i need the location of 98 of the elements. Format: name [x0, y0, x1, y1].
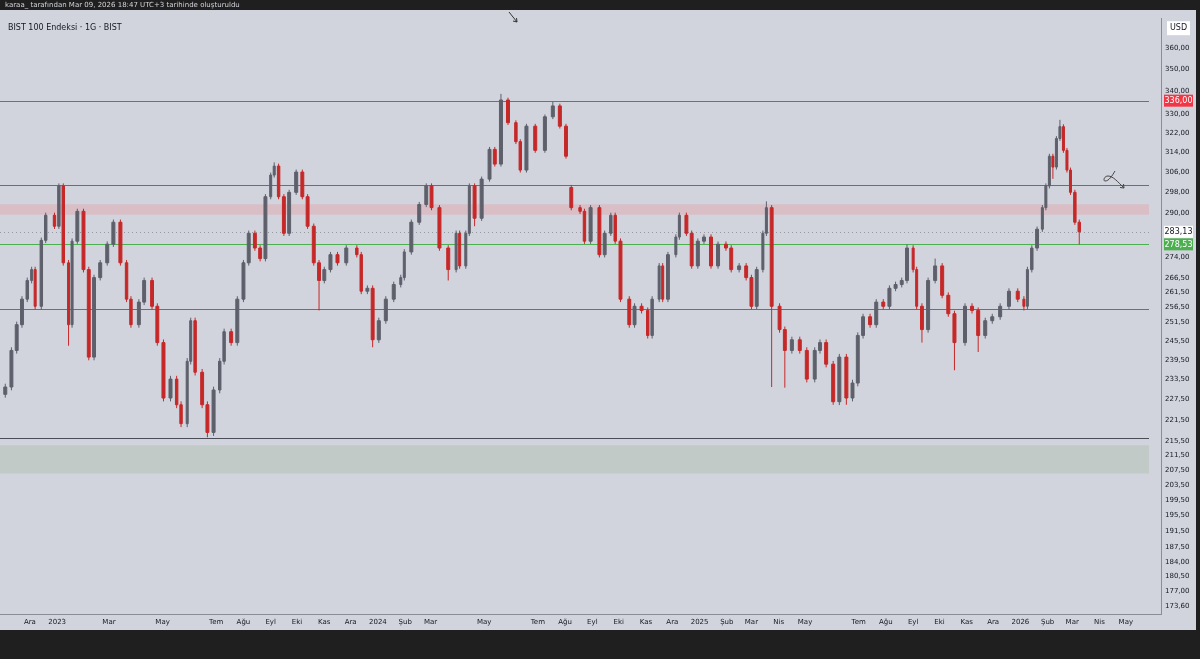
candlestick [920, 302, 924, 344]
candlestick [569, 184, 574, 211]
candlestick [769, 204, 774, 388]
candlestick [472, 182, 477, 227]
candlestick [193, 317, 197, 376]
candlestick [294, 169, 299, 196]
candlestick [881, 298, 886, 310]
candlestick [498, 93, 503, 168]
candlestick [657, 262, 661, 303]
candlestick [990, 313, 995, 325]
candlestick [588, 204, 593, 245]
candlestick [550, 101, 555, 120]
candlestick [789, 336, 794, 355]
ref-line-label: 283,13 [1164, 227, 1193, 237]
candlestick [868, 313, 873, 329]
candlestick [1022, 295, 1026, 311]
candlestick [666, 251, 670, 303]
candlestick [998, 302, 1003, 321]
text: BIST 100 Endeksi · 1G · BIST [8, 23, 122, 33]
candlestick [305, 193, 310, 230]
candlestick [695, 237, 700, 270]
candlestick [454, 230, 458, 273]
candlestick [235, 295, 240, 347]
candlestick [952, 310, 957, 371]
candlestick [98, 259, 103, 281]
ref-line-label: 336,00 [1164, 96, 1193, 106]
candlestick [926, 277, 931, 334]
candlestick [487, 146, 492, 183]
candlestick [211, 386, 216, 437]
candlestick [429, 182, 434, 211]
candlestick [52, 212, 57, 230]
candlestick [970, 302, 975, 314]
candlestick [946, 291, 951, 318]
candlestick [716, 240, 721, 270]
candlestick [3, 383, 8, 399]
candlestick [335, 251, 340, 267]
candlestick [661, 262, 665, 303]
candlestick [1051, 153, 1055, 180]
candlestick [437, 204, 442, 252]
candlestick [933, 258, 938, 284]
candlestick [874, 298, 879, 329]
candlestick [391, 281, 396, 303]
candlestick [627, 295, 632, 329]
candlestick [492, 146, 497, 168]
candlestick [737, 262, 742, 273]
candlestick [446, 244, 451, 281]
candlestick [837, 353, 842, 406]
candlestick [229, 328, 234, 347]
candlestick [976, 306, 981, 353]
candlestick [505, 97, 510, 126]
candlestick [582, 208, 587, 245]
candlestick [831, 360, 836, 406]
candlestick [597, 204, 602, 258]
candlestick [533, 123, 538, 154]
candlestick [797, 336, 802, 355]
candlestick [67, 259, 71, 347]
candlestick [383, 295, 388, 325]
candlestick [168, 375, 173, 402]
y-axis-title: USD [1169, 23, 1188, 33]
candlestick [33, 266, 37, 310]
candlestick [344, 244, 349, 267]
candlestick [1006, 287, 1011, 310]
candlestick [328, 251, 333, 273]
candlestick [458, 230, 462, 270]
candlestick [701, 233, 706, 245]
candlestick [409, 219, 414, 256]
candlestick [322, 266, 327, 284]
candlestick [639, 302, 644, 314]
candlestick [376, 317, 381, 344]
candlestick [632, 302, 637, 329]
candlestick [365, 284, 370, 295]
candlestick [276, 163, 281, 200]
candlestick [542, 113, 547, 154]
candlestick [524, 123, 529, 174]
candlestick [940, 262, 945, 299]
candlestick [105, 240, 110, 267]
candlestick [111, 219, 116, 248]
candlestick [709, 233, 714, 270]
candlestick [281, 193, 286, 237]
candlestick [844, 353, 849, 406]
candlestick [300, 169, 305, 200]
candlestick [983, 317, 988, 340]
candlestick [417, 201, 422, 226]
candlestick [824, 338, 829, 368]
candlestick [424, 182, 429, 208]
ref-line-label: 278,53 [1164, 239, 1193, 249]
candlestick [118, 219, 123, 267]
candlestick [370, 284, 375, 348]
candlestick [161, 338, 166, 402]
candlestick [287, 189, 292, 237]
candlestick [479, 176, 484, 222]
candlestick [557, 103, 562, 130]
candlestick [602, 230, 607, 258]
candlestick [804, 346, 809, 383]
candlestick [754, 266, 759, 310]
candlestick [92, 274, 96, 361]
candlestick [1015, 287, 1020, 303]
candlestick [963, 302, 968, 347]
